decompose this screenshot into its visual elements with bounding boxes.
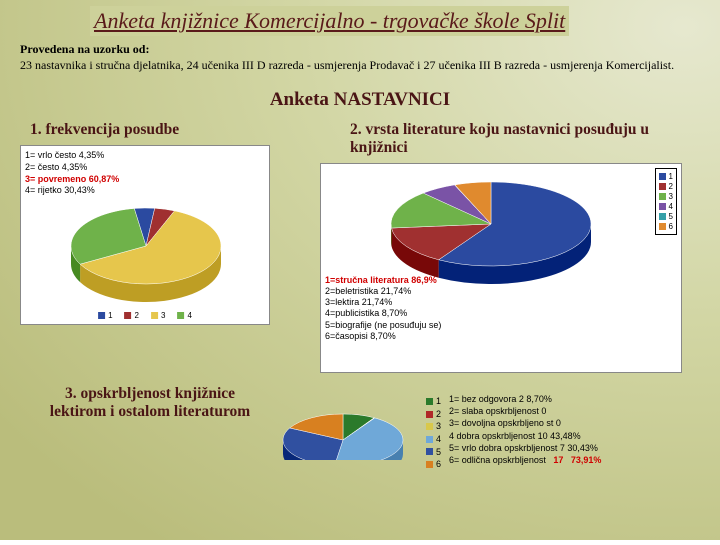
q3-heading: 3. opskrbljenost knjižnice lektirom i os…: [40, 385, 260, 471]
q2-legend-box: 1 2 3 4 5 6: [655, 168, 677, 235]
q2-inside-legend: 1=stručna literatura 86,9% 2=beletristik…: [325, 275, 641, 343]
q3-legend: 1 2 3 4 5 6: [426, 395, 441, 471]
q1-pie-chart: 1= vrlo često 4,35% 2= često 4,35% 3= po…: [20, 145, 270, 325]
section-title: Anketa NASTAVNICI: [20, 89, 700, 111]
intro-lead: Provedena na uzorku od:: [20, 42, 149, 56]
q1-category-legend: 1 2 3 4: [98, 311, 192, 320]
main-title: Anketa knjižnice Komercijalno - trgovačk…: [90, 6, 569, 36]
q1-heading: 1. frekvencija posudbe: [20, 121, 310, 139]
q2-heading: 2. vrsta literature koju nastavnici posu…: [320, 121, 700, 157]
intro-body: 23 nastavnika i stručna djelatnika, 24 u…: [20, 58, 674, 72]
q2-pie-chart: 1 2 3 4 5 6 1=stručna literatura 86,9% 2…: [320, 163, 682, 373]
q3-stats-text: 1= bez odgovora 2 8,70% 2= slaba opskrbl…: [449, 393, 601, 471]
q3-pie-chart: [268, 385, 418, 471]
q1-inside-legend: 1= vrlo često 4,35% 2= često 4,35% 3= po…: [25, 150, 119, 197]
intro-text: Provedena na uzorku od: 23 nastavnika i …: [20, 42, 700, 73]
